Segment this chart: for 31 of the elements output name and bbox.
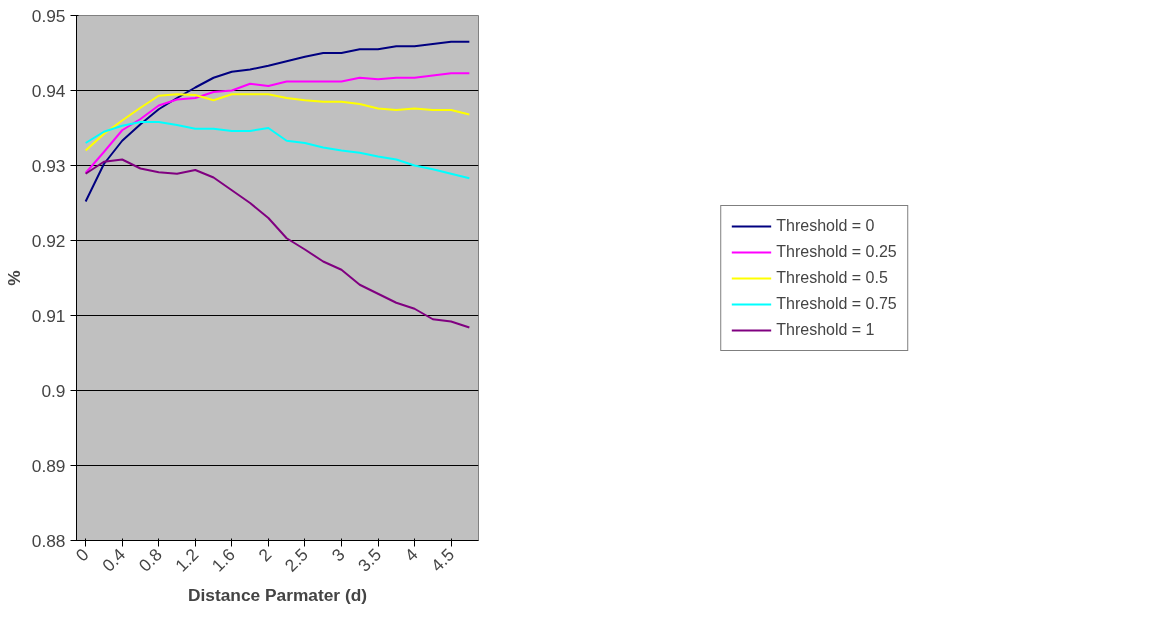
y-tick-label: 0.89: [31, 455, 66, 476]
x-tick-label: 0.4: [98, 544, 130, 576]
y-tick-label: 0.92: [31, 230, 66, 251]
y-tick-label: 0.93: [31, 155, 66, 176]
legend-label: Threshold = 1: [776, 320, 875, 339]
legend-label: Threshold = 0: [776, 216, 875, 235]
x-tick-label: 4.5: [426, 544, 459, 576]
y-tick-label: 0.9: [41, 380, 66, 401]
line-series: [84, 158, 471, 329]
y-tick-label: 0.88: [31, 530, 66, 551]
line-series: [84, 121, 471, 180]
x-tick-label: 0: [71, 544, 93, 566]
legend-label: Threshold = 0.25: [776, 242, 897, 261]
legend-label: Threshold = 0.75: [776, 294, 897, 313]
x-tick-label: 2: [254, 544, 276, 566]
y-tick-label: 0.95: [31, 5, 66, 26]
x-tick-label: 1.2: [171, 544, 203, 576]
y-tick-label: 0.94: [31, 80, 66, 101]
x-tick-label: 3.5: [353, 544, 386, 576]
line-series: [84, 72, 471, 174]
x-tick-label: 3: [327, 544, 349, 566]
x-tick-label: 0.8: [134, 544, 166, 576]
x-tick-label: 4: [400, 544, 422, 566]
y-tick-label: 0.91: [31, 305, 66, 326]
x-tick-label: 2.5: [280, 544, 312, 576]
line-series: [84, 40, 471, 203]
x-axis-title: Distance Parmater (d): [187, 585, 368, 606]
x-tick-label: 1.6: [207, 544, 239, 576]
legend-label: Threshold = 0.5: [776, 268, 888, 287]
line-series: [84, 93, 471, 152]
y-axis-title: %: [3, 270, 24, 286]
